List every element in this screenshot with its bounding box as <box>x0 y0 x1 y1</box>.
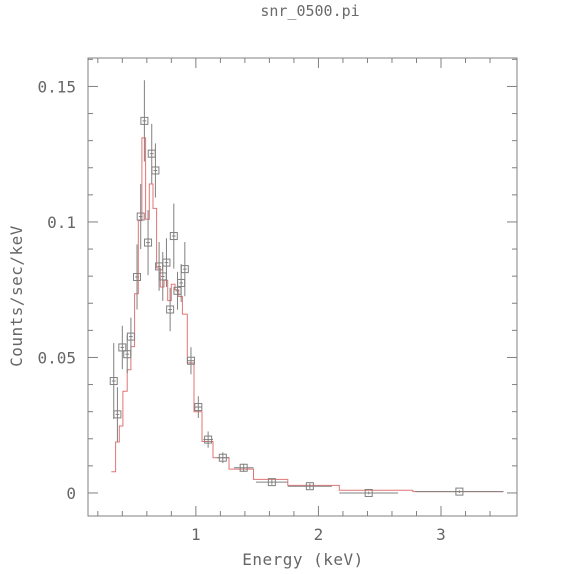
plot-frame <box>87 57 518 517</box>
data-point <box>126 317 135 356</box>
data-point <box>113 387 122 442</box>
data-point <box>109 343 118 419</box>
data-point <box>287 482 332 491</box>
data-point <box>233 463 254 472</box>
data-point <box>133 244 142 310</box>
data-points <box>109 80 504 497</box>
data-point <box>180 242 189 297</box>
x-tick-label: 1 <box>191 525 201 544</box>
data-point <box>255 478 288 487</box>
x-tick-label: 2 <box>314 525 324 544</box>
tick-marks <box>88 58 517 516</box>
data-point <box>173 271 182 310</box>
chart-title: snr_0500.pi <box>260 2 359 20</box>
data-point <box>203 431 214 448</box>
data-point <box>123 335 132 374</box>
data-point <box>186 347 195 375</box>
x-axis-label: Energy (keV) <box>242 550 364 569</box>
y-tick-label: 0.05 <box>37 348 76 367</box>
data-point <box>162 238 171 287</box>
data-point <box>140 80 149 162</box>
data-point <box>136 184 145 250</box>
x-tick-label: 3 <box>436 525 446 544</box>
data-point <box>194 396 203 418</box>
data-point <box>415 487 504 496</box>
data-point <box>339 488 399 497</box>
data-point <box>169 203 178 269</box>
data-point <box>151 143 160 198</box>
tick-labels: 1 2 3 0 0.05 0.1 0.15 <box>37 77 445 544</box>
y-tick-label: 0.15 <box>37 77 76 96</box>
y-tick-label: 0.1 <box>47 213 76 232</box>
data-point <box>166 287 175 332</box>
data-point <box>144 210 153 276</box>
y-tick-label: 0 <box>66 484 76 503</box>
data-point <box>216 452 229 464</box>
y-axis-label: Counts/sec/keV <box>7 225 26 367</box>
data-point <box>147 123 156 184</box>
data-point <box>118 325 127 370</box>
